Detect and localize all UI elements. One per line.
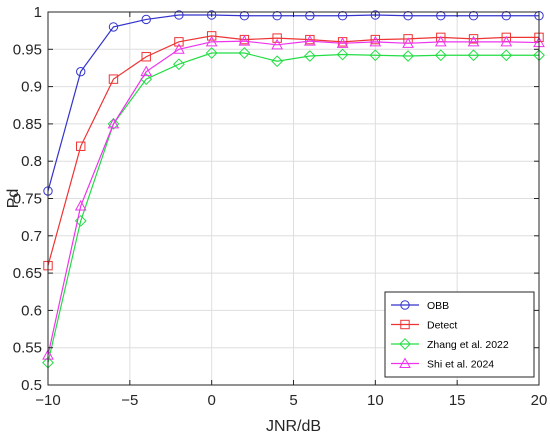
data-point xyxy=(434,49,447,62)
data-point xyxy=(173,58,185,71)
y-axis-label: Pd xyxy=(5,189,22,209)
data-point xyxy=(238,35,251,46)
data-point xyxy=(205,47,218,59)
data-point xyxy=(500,49,513,62)
data-point xyxy=(108,74,119,84)
y-tick-label: 0.9 xyxy=(21,79,42,96)
y-tick-label: 0.85 xyxy=(13,116,42,133)
data-point xyxy=(140,65,153,77)
data-point xyxy=(206,10,217,20)
data-point xyxy=(174,10,184,20)
data-point xyxy=(467,49,480,62)
data-point xyxy=(174,37,184,47)
series-line xyxy=(47,35,539,266)
series-group xyxy=(42,47,545,369)
y-tick-label: 0.6 xyxy=(21,302,42,319)
data-point xyxy=(272,33,282,43)
y-tick-label: 1 xyxy=(34,4,42,21)
data-point xyxy=(500,35,513,47)
legend-label: Shi et al. 2024 xyxy=(427,359,494,371)
legend-marker xyxy=(399,357,411,368)
data-point xyxy=(271,38,283,50)
data-point xyxy=(303,50,316,62)
y-tick-label: 0.7 xyxy=(21,228,42,245)
data-point xyxy=(369,49,382,62)
data-point xyxy=(238,47,251,59)
y-tick-label: 0.65 xyxy=(13,265,42,282)
legend-marker xyxy=(399,338,411,350)
y-tick-label: 0.5 xyxy=(21,377,42,394)
legend-label: Zhang et al. 2022 xyxy=(427,339,509,351)
data-point xyxy=(76,66,86,77)
legend-marker xyxy=(400,319,410,330)
data-point xyxy=(336,48,349,61)
x-tick-label: 15 xyxy=(449,392,466,409)
data-point xyxy=(206,31,217,41)
data-point xyxy=(467,35,480,47)
x-tick-label: 0 xyxy=(207,392,215,409)
data-point xyxy=(76,141,86,151)
data-point xyxy=(74,199,87,211)
data-point xyxy=(141,14,151,25)
data-point xyxy=(173,43,185,54)
data-point xyxy=(402,50,414,62)
series-line xyxy=(47,52,539,363)
data-point xyxy=(336,37,349,48)
data-point xyxy=(468,34,479,44)
data-point xyxy=(108,22,119,32)
series-line xyxy=(47,40,540,356)
y-tick-label: 0.8 xyxy=(21,153,42,170)
x-tick-label: −10 xyxy=(35,392,60,409)
y-tick-label: 0.75 xyxy=(13,191,42,208)
data-point xyxy=(304,35,316,46)
data-point xyxy=(141,52,151,62)
data-point xyxy=(107,117,120,130)
x-tick-label: −5 xyxy=(121,392,138,409)
data-point xyxy=(369,35,382,47)
data-point xyxy=(402,37,414,48)
data-point xyxy=(205,35,218,47)
data-point xyxy=(271,55,284,68)
ticks: −10 −5 0 5 10 15 20 0.5 0.55 0.6 0.65 0.7 0.75 0.8 0.8… xyxy=(13,4,548,409)
legend-marker xyxy=(400,300,410,310)
x-tick-label: 10 xyxy=(367,392,384,409)
y-tick-label: 0.95 xyxy=(13,41,42,58)
x-tick-label: 5 xyxy=(289,392,297,409)
data-point xyxy=(434,35,447,47)
legend-box xyxy=(384,291,535,378)
data-point xyxy=(370,10,381,20)
data-point xyxy=(107,117,120,129)
legend-label: Detect xyxy=(427,320,457,332)
legend: OBB Detect Zhang et al. 2022 Shi et al. 202… xyxy=(384,291,535,378)
x-axis-label: JNR/dB xyxy=(266,418,321,435)
data-point xyxy=(370,34,381,45)
legend-label: OBB xyxy=(427,300,449,312)
y-tick-label: 0.55 xyxy=(13,340,42,357)
x-tick-label: 20 xyxy=(531,392,548,409)
